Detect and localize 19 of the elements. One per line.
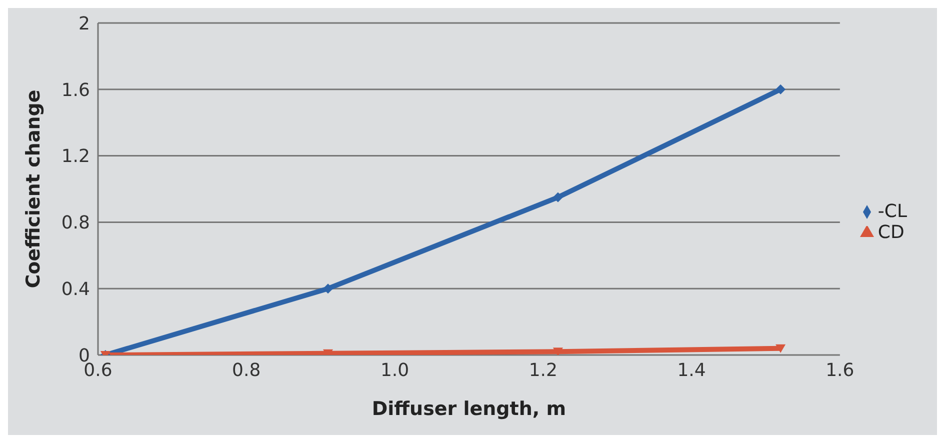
- legend-label: -CL: [878, 200, 907, 222]
- legend-label: CD: [878, 222, 904, 242]
- x-axis-title: Diffuser length, m: [372, 398, 566, 420]
- point: [322, 284, 333, 294]
- x-tick-label: 1.6: [826, 360, 854, 381]
- point: [776, 344, 786, 353]
- y-tick-label: 0.4: [61, 278, 90, 300]
- y-tick-label: 1.6: [61, 80, 90, 101]
- point: [552, 348, 563, 355]
- point: [552, 192, 563, 202]
- y-tick-label: 2: [78, 13, 90, 34]
- x-tick-label: 1.4: [677, 360, 706, 381]
- x-tick-label: 1.2: [528, 360, 558, 381]
- y-tick-label: 1.2: [61, 146, 90, 168]
- y-tick-label: 0.8: [61, 212, 90, 234]
- x-tick-label: 0.8: [232, 360, 261, 381]
- point: [776, 84, 786, 94]
- y-axis-title: Coefficient change: [22, 90, 45, 288]
- x-tick-label: 1.0: [380, 360, 410, 381]
